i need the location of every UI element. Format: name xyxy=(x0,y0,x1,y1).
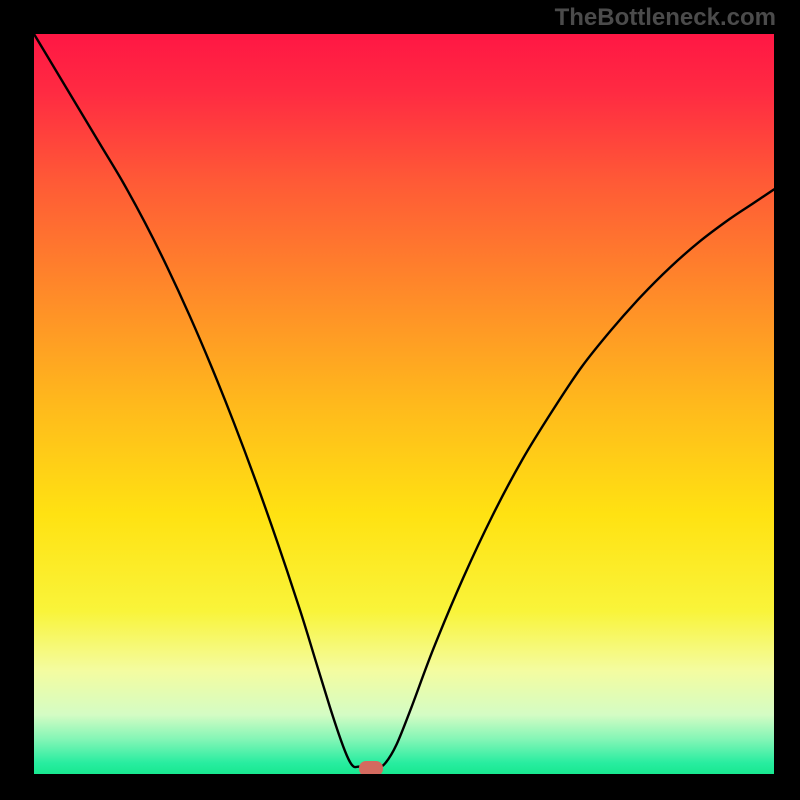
plot-area xyxy=(34,34,774,774)
watermark-text: TheBottleneck.com xyxy=(555,4,776,32)
curve-path xyxy=(34,34,774,767)
bottleneck-marker xyxy=(359,761,383,774)
bottleneck-curve xyxy=(34,34,774,774)
